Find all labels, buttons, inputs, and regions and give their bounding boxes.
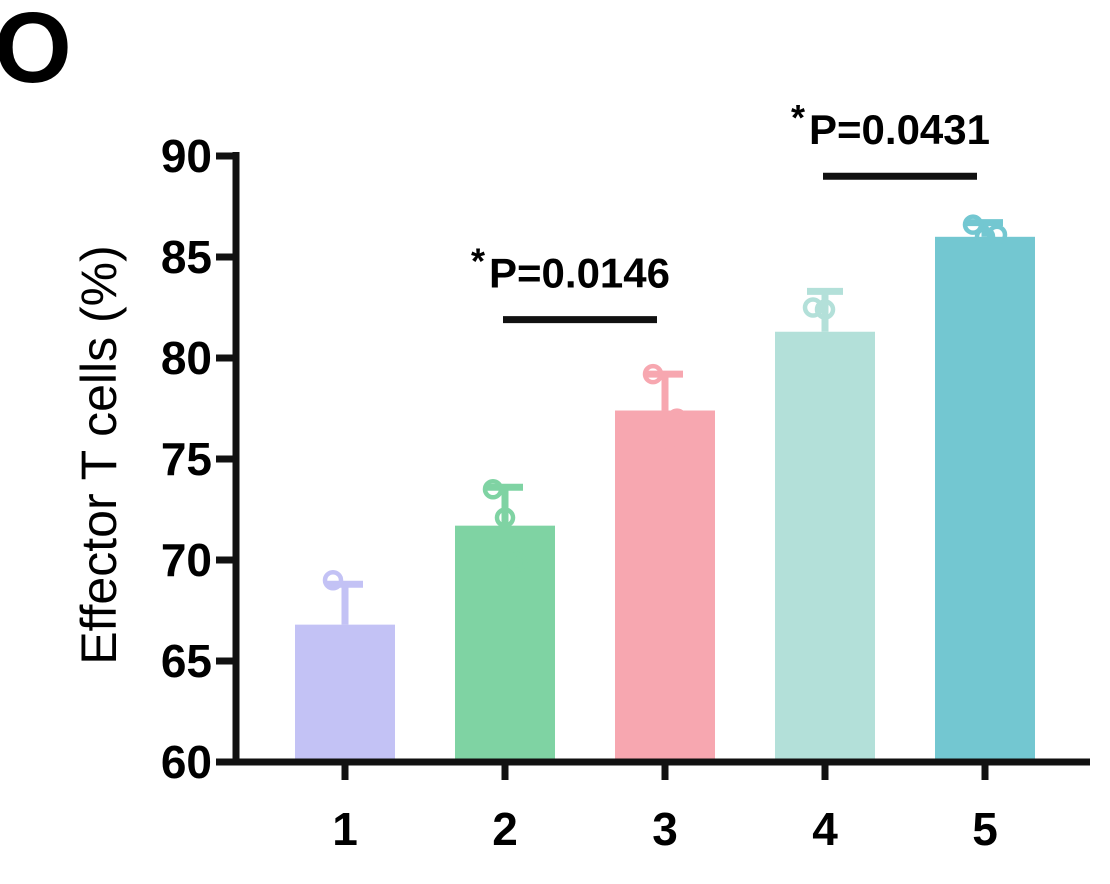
data-point bbox=[974, 226, 996, 248]
x-tick-label: 2 bbox=[492, 803, 518, 855]
x-tick-label: 4 bbox=[812, 803, 838, 855]
data-point bbox=[642, 363, 664, 385]
y-tick-label: 90 bbox=[161, 130, 212, 182]
bar-2 bbox=[455, 525, 555, 762]
error-bars-group bbox=[327, 219, 1003, 625]
y-tick-label: 75 bbox=[161, 433, 212, 485]
x-tick-label: 1 bbox=[332, 803, 358, 855]
significance-label: P=0.0146 bbox=[489, 250, 670, 297]
data-points-group bbox=[322, 214, 1008, 672]
data-point bbox=[506, 551, 528, 573]
data-point bbox=[654, 432, 676, 454]
significance-star: * bbox=[471, 241, 485, 282]
data-point bbox=[802, 297, 824, 318]
data-point bbox=[962, 214, 984, 235]
x-tick-label: 5 bbox=[972, 803, 998, 855]
data-point bbox=[322, 569, 344, 591]
y-tick-label: 70 bbox=[161, 534, 212, 586]
data-point bbox=[826, 357, 848, 379]
y-tick-label: 60 bbox=[161, 736, 212, 788]
y-tick-label: 80 bbox=[161, 332, 212, 384]
axes-group: 1 2 3 4 5 60 65 70 75 80 85 90 bbox=[161, 130, 1090, 855]
data-point bbox=[334, 626, 356, 648]
panel-label: O bbox=[0, 0, 72, 104]
bar-3 bbox=[615, 410, 715, 762]
bar-4 bbox=[775, 331, 875, 762]
significance-star: * bbox=[791, 97, 805, 138]
y-tick-label: 65 bbox=[161, 635, 212, 687]
data-point bbox=[814, 299, 836, 320]
data-point bbox=[986, 224, 1008, 246]
data-point bbox=[346, 650, 368, 672]
significance-group: * P=0.0146* P=0.0431 bbox=[471, 97, 990, 324]
y-axis-label: Effector T cells (%) bbox=[71, 245, 127, 665]
data-point bbox=[666, 408, 688, 429]
data-point bbox=[482, 479, 504, 500]
bar-1 bbox=[295, 624, 395, 762]
y-tick-label: 85 bbox=[161, 231, 212, 283]
significance-label: P=0.0431 bbox=[809, 106, 990, 153]
bars-group bbox=[295, 236, 1035, 763]
x-tick-label: 3 bbox=[652, 803, 678, 855]
data-point bbox=[494, 507, 516, 528]
bar-5 bbox=[935, 236, 1035, 763]
